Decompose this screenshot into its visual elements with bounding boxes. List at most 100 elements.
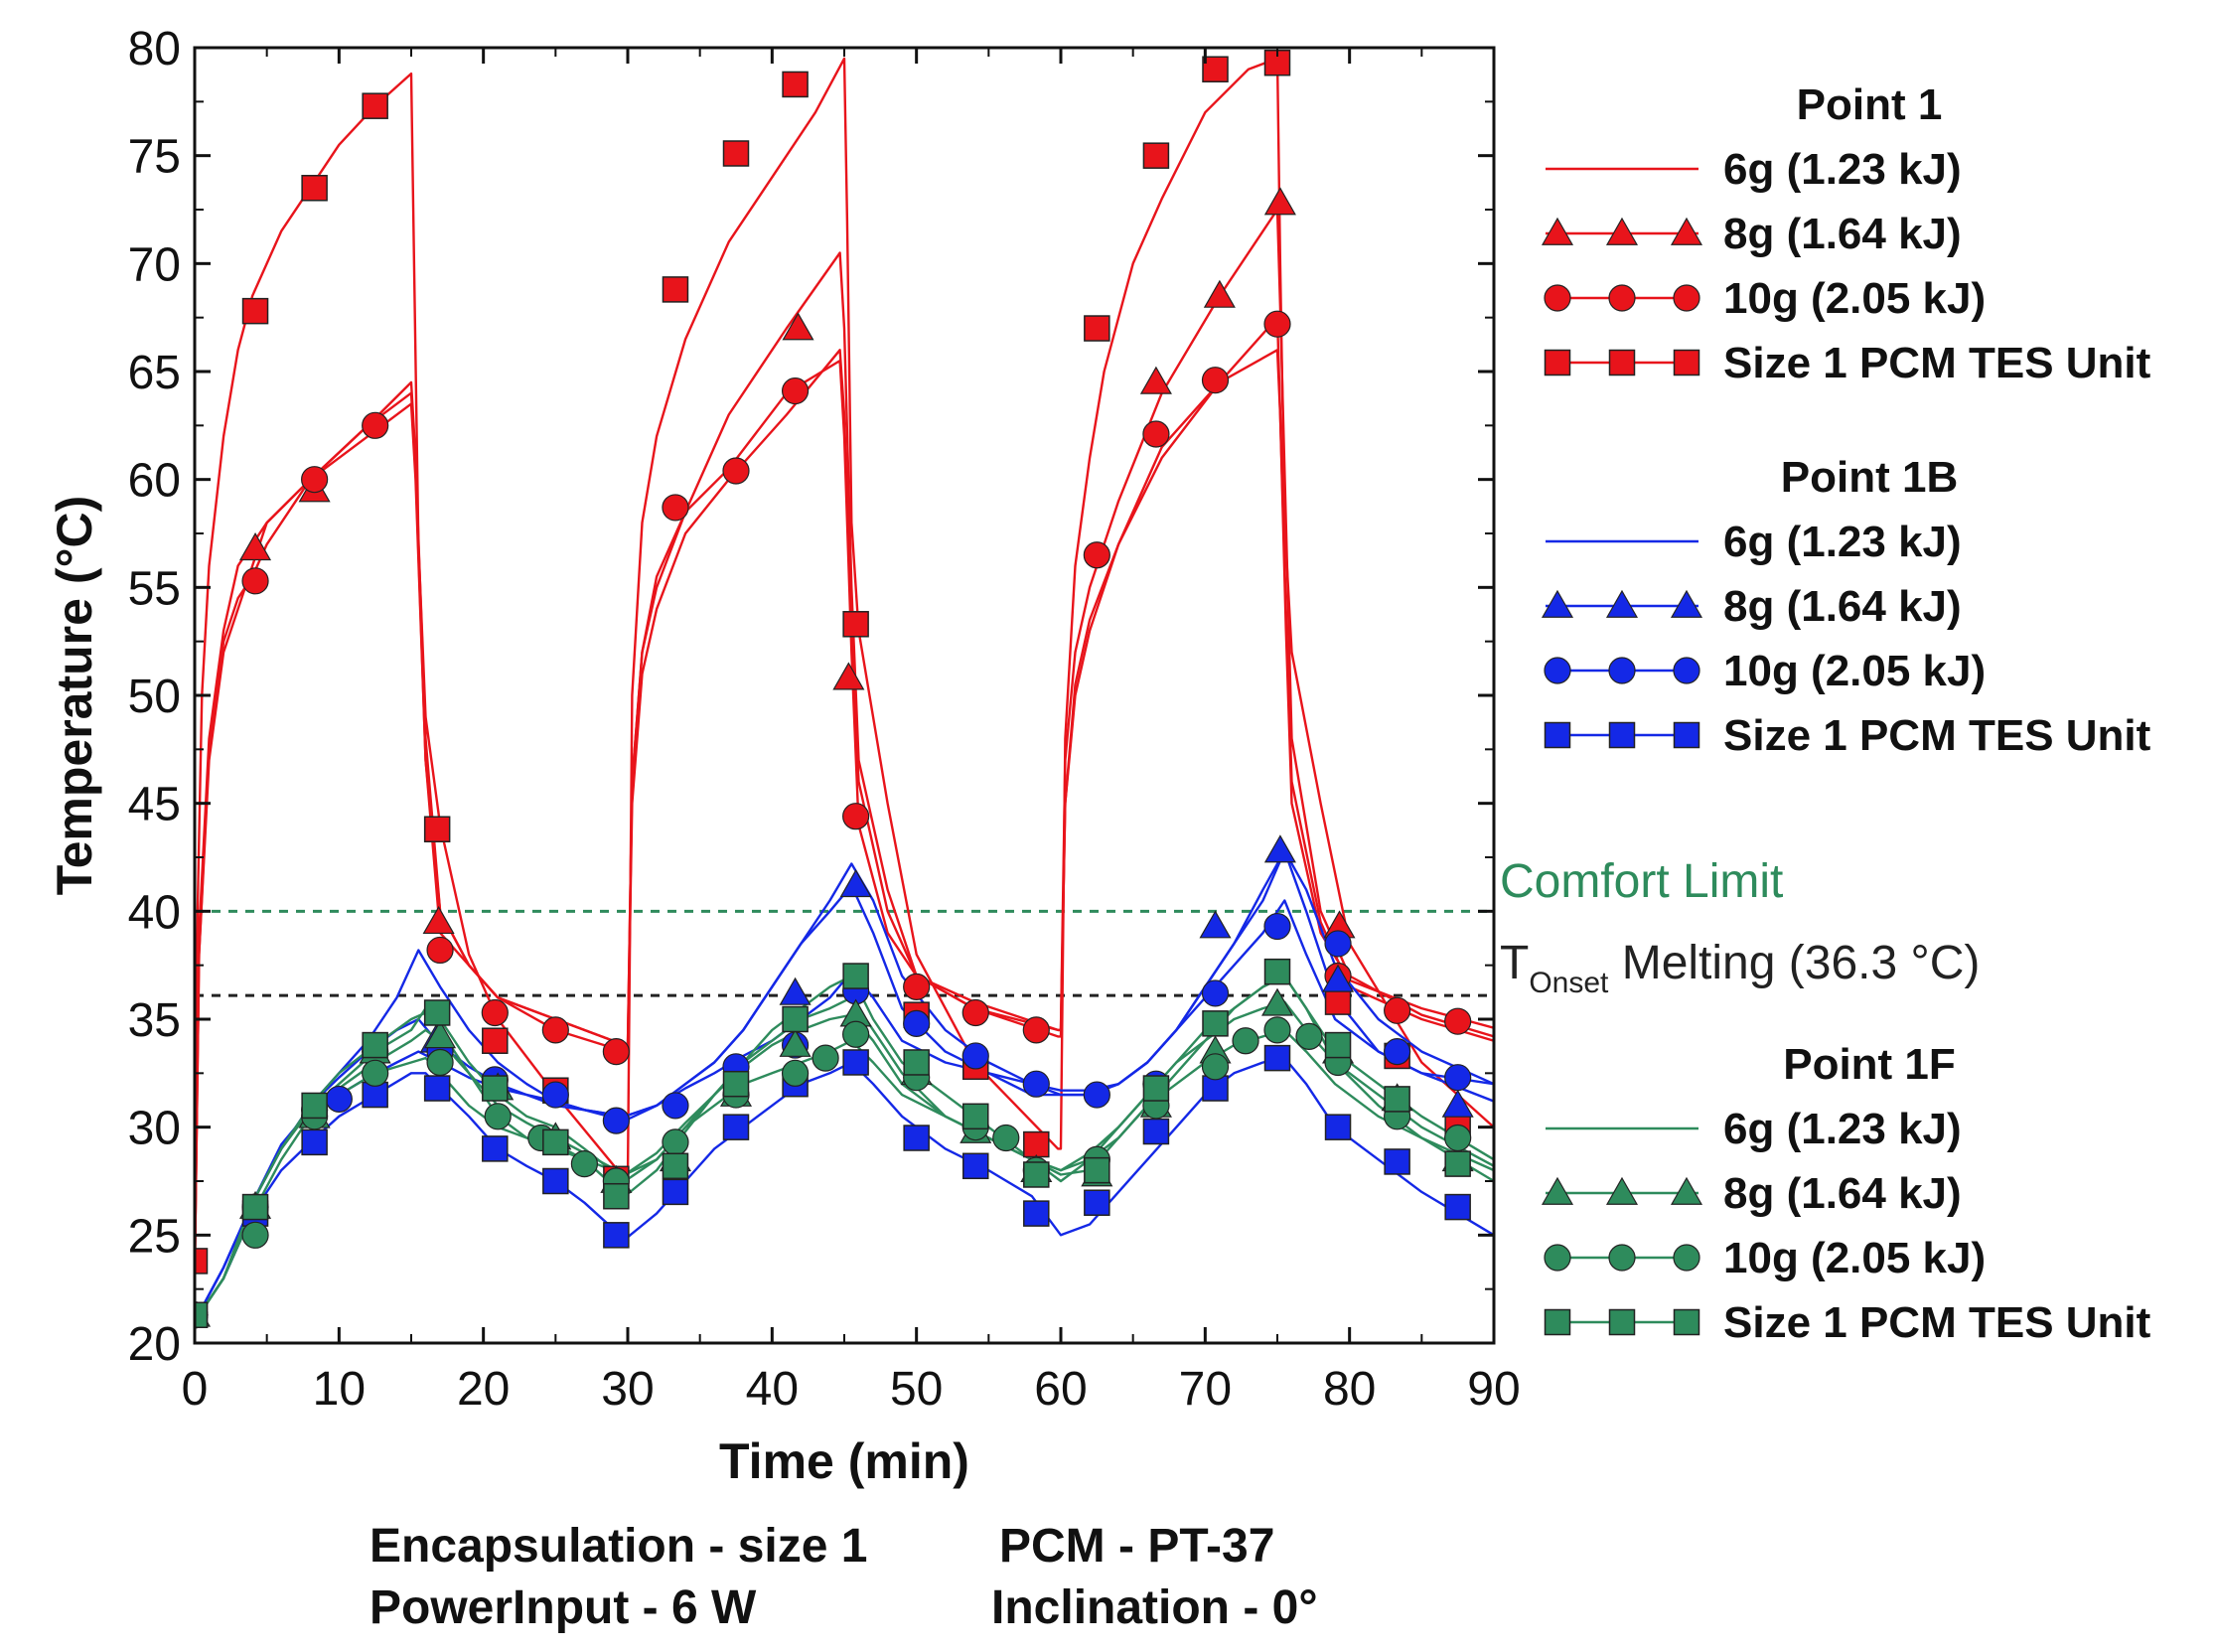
marker-point-1b-8g-1-64-kj-3	[1199, 910, 1232, 939]
marker-point-1-10g-2-05-kj-4	[481, 998, 509, 1027]
marker-point-1b-10g-2-05-kj-8	[602, 1107, 630, 1134]
marker-point-1b-10g-2-05-kj-18	[1201, 979, 1230, 1007]
y-tick-label-40: 40	[128, 886, 181, 939]
y-tick-label-45: 45	[128, 779, 181, 831]
marker-point-1-8g-1-64-kj-7	[1263, 187, 1296, 216]
x-tick-label-20: 20	[457, 1363, 510, 1416]
legend-marker-point-1b-3-0	[1544, 721, 1571, 749]
marker-point-1-10g-2-05-kj-2	[362, 411, 389, 439]
legend-marker-point-1f-3-0	[1544, 1308, 1571, 1336]
marker-point-1b-size-1-pcm-tes-unit-7	[603, 1222, 630, 1249]
marker-point-1f-size-1-pcm-tes-unit-6	[542, 1128, 569, 1156]
legend-marker-point-1b-2-2	[1673, 657, 1700, 684]
marker-point-1f-size-1-pcm-tes-unit-13	[962, 1103, 989, 1130]
marker-point-1-size-1-pcm-tes-unit-15	[1084, 315, 1110, 342]
legend-marker-point-1-3-0	[1544, 349, 1571, 376]
marker-point-1-size-1-pcm-tes-unit-9	[722, 140, 750, 167]
marker-point-1f-size-1-pcm-tes-unit-20	[1384, 1086, 1410, 1113]
series-markers	[195, 49, 1474, 1329]
x-tick-label-80: 80	[1323, 1363, 1376, 1416]
series-line-point-1-6g-1-23-kj	[195, 349, 1494, 1278]
marker-point-1f-8g-1-64-kj-10	[779, 1028, 812, 1057]
legend-marker-point-1-3-1	[1608, 349, 1636, 376]
marker-point-1b-size-1-pcm-tes-unit-14	[1023, 1200, 1050, 1227]
marker-point-1-10g-2-05-kj-0	[241, 567, 269, 595]
legend-marker-point-1-2-2	[1673, 284, 1700, 312]
marker-point-1b-8g-1-64-kj-2	[839, 869, 872, 898]
marker-point-1-8g-1-64-kj-5	[1139, 366, 1172, 394]
marker-point-1-10g-2-05-kj-14	[1083, 541, 1110, 569]
marker-point-1f-10g-2-05-kj-9	[662, 1128, 689, 1156]
marker-point-1b-10g-2-05-kj-3	[325, 1085, 353, 1114]
marker-point-1f-10g-2-05-kj-20	[1201, 1053, 1230, 1081]
marker-point-1f-size-1-pcm-tes-unit-11	[842, 963, 869, 989]
marker-point-1f-10g-2-05-kj-21	[1232, 1027, 1259, 1055]
x-tick-label-90: 90	[1467, 1363, 1520, 1416]
marker-point-1b-10g-2-05-kj-14	[961, 1042, 989, 1070]
marker-point-1-size-1-pcm-tes-unit-16	[1142, 142, 1170, 169]
marker-point-1-size-1-pcm-tes-unit-2	[301, 175, 328, 202]
onset-melting-label-sub: Onset	[1529, 967, 1609, 999]
legend-title-point-1: Point 1	[1797, 80, 1943, 129]
marker-point-1f-10g-2-05-kj-22	[1263, 1016, 1291, 1044]
marker-point-1f-size-1-pcm-tes-unit-17	[1202, 1010, 1229, 1037]
y-tick-label-35: 35	[128, 994, 181, 1047]
x-axis-label: Time (min)	[719, 1433, 969, 1489]
x-axis-ticks: 0 10 20 30 40 50 60 70 80 90	[182, 48, 1521, 1416]
marker-point-1f-10g-2-05-kj-3	[362, 1059, 389, 1087]
legend-marker-point-1b-1-2	[1670, 589, 1703, 618]
marker-point-1f-size-1-pcm-tes-unit-3	[362, 1031, 388, 1059]
marker-point-1b-size-1-pcm-tes-unit-5	[482, 1135, 509, 1162]
marker-point-1b-8g-1-64-kj-6	[1441, 1089, 1474, 1118]
marker-point-1f-10g-2-05-kj-1	[241, 1221, 269, 1249]
comfort-limit-label: Comfort Limit	[1500, 855, 1783, 908]
marker-point-1-size-1-pcm-tes-unit-17	[1202, 56, 1229, 82]
marker-point-1f-size-1-pcm-tes-unit-21	[1444, 1150, 1471, 1177]
marker-point-1f-size-1-pcm-tes-unit-19	[1324, 1031, 1352, 1059]
marker-point-1-10g-2-05-kj-3	[426, 936, 454, 965]
legend-marker-point-1-1-1	[1605, 217, 1639, 245]
marker-point-1f-10g-2-05-kj-16	[992, 1124, 1020, 1152]
y-axis-label: Temperature (°C)	[47, 496, 102, 895]
legend-marker-point-1f-3-1	[1608, 1308, 1636, 1336]
y-axis-ticks: 20 25 30 35 40 45 50 55 60 65 70 75 80	[128, 23, 1494, 1371]
onset-melting-label-rest: Melting (36.3 °C)	[1608, 937, 1980, 989]
marker-point-1b-size-1-pcm-tes-unit-11	[842, 1049, 869, 1076]
legend-marker-point-1b-2-0	[1544, 657, 1571, 684]
x-tick-label-30: 30	[601, 1363, 654, 1416]
legend-label-point-1f-3: Size 1 PCM TES Unit	[1723, 1298, 2151, 1347]
legend-marker-point-1b-1-1	[1605, 589, 1639, 618]
x-tick-label-50: 50	[890, 1363, 943, 1416]
marker-point-1-10g-2-05-kj-16	[1201, 367, 1230, 394]
marker-point-1-10g-2-05-kj-11	[903, 973, 931, 1001]
legend-title-point-1f: Point 1F	[1783, 1040, 1956, 1089]
marker-point-1b-size-1-pcm-tes-unit-21	[1444, 1193, 1471, 1221]
marker-point-1-8g-1-64-kj-0	[239, 532, 272, 561]
marker-point-1-size-1-pcm-tes-unit-1	[241, 297, 269, 325]
legend-marker-point-1b-2-1	[1608, 657, 1636, 684]
legend-label-point-1f-0: 6g (1.23 kJ)	[1723, 1105, 1962, 1153]
legend-marker-point-1-2-0	[1544, 284, 1571, 312]
legend-label-point-1f-2: 10g (2.05 kJ)	[1723, 1234, 1986, 1282]
marker-point-1-10g-2-05-kj-12	[961, 998, 989, 1027]
marker-point-1b-10g-2-05-kj-15	[1022, 1070, 1050, 1098]
legend-marker-point-1-3-2	[1673, 349, 1700, 376]
marker-point-1f-size-1-pcm-tes-unit-5	[482, 1075, 509, 1102]
legend: Point 1 6g (1.23 kJ) 8g (1.64 kJ) 10g (2.05…	[1541, 80, 2151, 1347]
marker-point-1f-10g-2-05-kj-4	[426, 1048, 454, 1077]
marker-point-1-8g-1-64-kj-4	[832, 662, 865, 690]
marker-point-1f-10g-2-05-kj-5	[484, 1103, 512, 1130]
x-tick-label-40: 40	[746, 1363, 799, 1416]
marker-point-1-10g-2-05-kj-19	[1384, 996, 1411, 1024]
legend-marker-point-1-2-1	[1608, 284, 1636, 312]
marker-point-1-10g-2-05-kj-6	[602, 1037, 630, 1066]
y-tick-label-20: 20	[128, 1318, 181, 1371]
marker-point-1b-10g-2-05-kj-20	[1324, 930, 1352, 958]
marker-point-1-size-1-pcm-tes-unit-11	[842, 611, 869, 638]
marker-point-1f-size-1-pcm-tes-unit-9	[722, 1070, 750, 1098]
marker-point-1f-size-1-pcm-tes-unit-12	[903, 1049, 930, 1076]
marker-point-1-8g-1-64-kj-3	[782, 312, 814, 341]
legend-label-point-1-3: Size 1 PCM TES Unit	[1723, 339, 2151, 387]
marker-point-1-size-1-pcm-tes-unit-19	[1324, 988, 1352, 1015]
